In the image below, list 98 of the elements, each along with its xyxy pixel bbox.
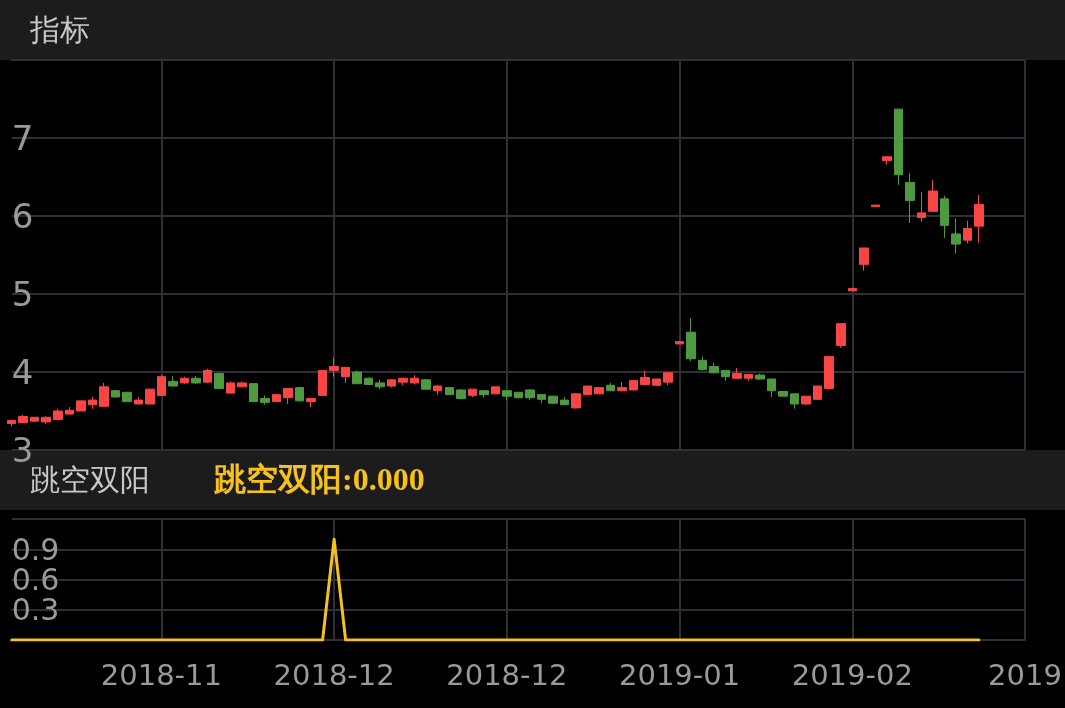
- candlestick: [30, 416, 39, 423]
- candlestick: [398, 377, 408, 386]
- candlestick: [306, 398, 316, 408]
- candlestick: [974, 194, 984, 244]
- candlestick: [237, 380, 247, 388]
- candlestick: [721, 369, 730, 382]
- candlestick: [836, 323, 846, 349]
- candlestick: [134, 396, 143, 405]
- candlestick: [686, 317, 696, 362]
- x-tick-label: 2018-12: [273, 657, 395, 692]
- candlestick: [433, 384, 442, 396]
- candlestick: [640, 369, 650, 385]
- candlestick: [824, 355, 834, 390]
- text: 跳空双阳:0.000: [214, 460, 425, 499]
- candlestick: [65, 406, 74, 415]
- candlestick: [295, 386, 304, 403]
- candlestick: [445, 386, 454, 396]
- candlestick: [963, 220, 972, 244]
- candlestick: [491, 386, 500, 395]
- candlestick: [698, 355, 707, 371]
- candlestick: [249, 383, 258, 403]
- candlestick: [283, 387, 293, 405]
- candlestick: [755, 373, 765, 381]
- candlestick: [111, 389, 120, 399]
- x-tick-label: 2019-01: [618, 657, 741, 692]
- y-tick-label: 5: [11, 274, 34, 314]
- candlestick: [790, 393, 799, 410]
- candlestick: [951, 217, 961, 254]
- candlestick: [214, 372, 224, 390]
- candlestick: [548, 395, 558, 405]
- candlestick: [560, 396, 569, 406]
- candlestick: [99, 382, 109, 407]
- candlestick: [767, 378, 776, 398]
- candlestick: [709, 362, 719, 375]
- candlestick: [871, 204, 880, 208]
- candlestick: [813, 385, 822, 400]
- candlestick: [928, 179, 938, 212]
- candlestick: [525, 388, 535, 401]
- candlestick: [732, 367, 742, 380]
- x-tick-label: 2018-11: [100, 657, 222, 692]
- candlestick: [894, 108, 903, 186]
- chart-title: 指标: [30, 11, 90, 49]
- candlestick: [157, 374, 166, 396]
- y-tick-label: 6: [11, 196, 34, 236]
- x-tick-label: 2018-12: [446, 657, 568, 692]
- candlestick: [652, 378, 661, 387]
- candlestick: [375, 379, 385, 390]
- candlestick: [53, 408, 63, 421]
- candlestick: [421, 378, 431, 390]
- candlestick: [272, 393, 281, 403]
- candlestick: [663, 372, 673, 386]
- x-tick-label: 2019: [988, 657, 1062, 692]
- candlestick: [341, 366, 350, 384]
- y-tick-label: 7: [11, 118, 34, 158]
- candlestick: [537, 394, 546, 404]
- candlestick: [583, 385, 592, 396]
- candlestick: [859, 247, 869, 272]
- candlestick: [744, 373, 753, 382]
- candlestick: [88, 396, 97, 410]
- candlestick: [617, 381, 627, 392]
- candlestick: [675, 341, 684, 345]
- candlestick: [882, 156, 892, 166]
- candlestick: [168, 375, 178, 387]
- candlestick: [226, 380, 235, 395]
- candlestick: [917, 191, 926, 222]
- candlestick: [514, 391, 523, 399]
- y-tick-label: 4: [11, 352, 34, 392]
- candlestick: [318, 369, 327, 396]
- candlestick: [41, 415, 51, 425]
- candlestick: [479, 390, 489, 399]
- x-tick-label: 2019-02: [791, 657, 913, 692]
- candlestick: [203, 368, 212, 384]
- candlestick: [122, 391, 132, 403]
- candlestick: [778, 391, 788, 397]
- candlestick: [571, 392, 581, 410]
- candlestick: [18, 414, 28, 424]
- candlestick: [260, 394, 270, 406]
- candlestick: [594, 387, 604, 395]
- candlestick: [905, 172, 915, 224]
- candlestick: [180, 376, 189, 385]
- candlestick: [145, 387, 155, 405]
- candlestick: [629, 379, 638, 391]
- candlestick: [410, 374, 419, 385]
- candlestick: [456, 388, 466, 400]
- candlestick: [387, 378, 396, 389]
- candlestick: [502, 390, 512, 401]
- candlestick: [191, 375, 201, 385]
- candlestick: [801, 395, 811, 406]
- candlestick: [76, 400, 86, 412]
- candlestick: [606, 382, 615, 392]
- candlestick: [940, 195, 949, 239]
- candlestick: [329, 357, 339, 378]
- candlestick: [352, 369, 362, 385]
- candlestick: [7, 419, 16, 428]
- chart-title: 跳空双阳: [30, 462, 150, 499]
- candlestick: [848, 288, 857, 292]
- candlestick: [468, 388, 477, 398]
- candlestick: [364, 376, 373, 385]
